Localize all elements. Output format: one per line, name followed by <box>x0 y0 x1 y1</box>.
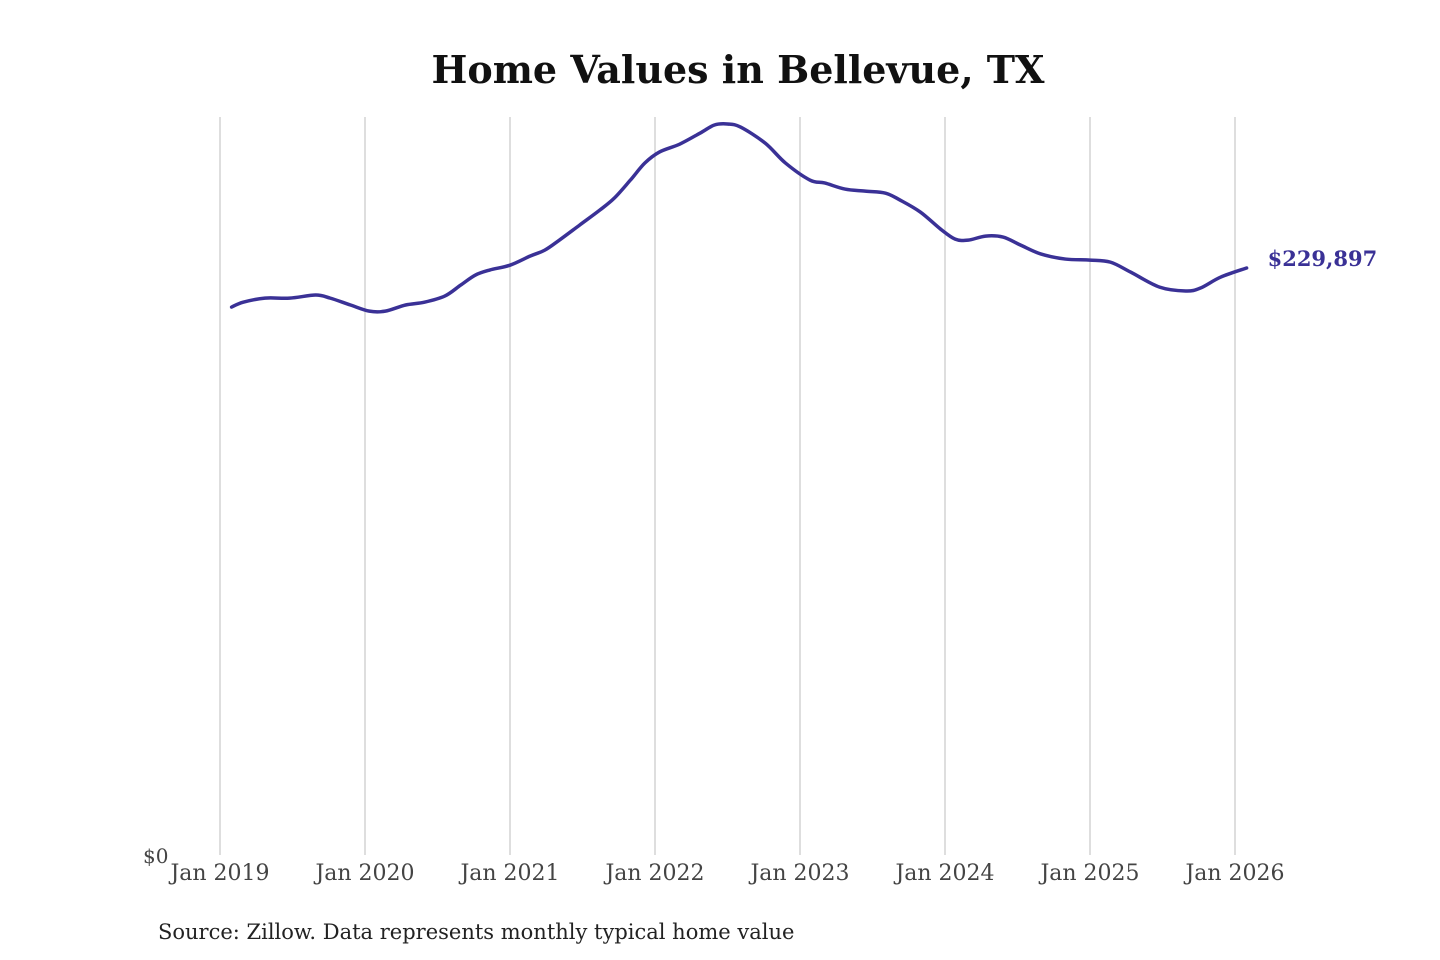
x-tick-label: Jan 2020 <box>313 861 414 886</box>
x-tick-label: Jan 2025 <box>1038 861 1139 886</box>
x-tick-label: Jan 2021 <box>458 861 559 886</box>
end-value-label: $229,897 <box>1268 246 1378 271</box>
x-tick-label: Jan 2023 <box>748 861 849 886</box>
x-axis-ticks: Jan 2019 Jan 2020 Jan 2021 Jan 2022 Jan 2023… <box>168 861 1284 886</box>
y-tick-label: $0 <box>143 844 168 868</box>
x-tick-label: Jan 2026 <box>1183 861 1284 886</box>
source-note: Source: Zillow. Data represents monthly … <box>158 920 794 944</box>
series-line <box>229 122 1249 314</box>
x-tick-label: Jan 2022 <box>603 861 704 886</box>
chart-title: Home Values in Bellevue, TX <box>431 47 1045 92</box>
x-tick-label: Jan 2024 <box>893 861 994 886</box>
gridlines <box>219 117 1236 855</box>
x-tick-label: Jan 2019 <box>168 861 269 886</box>
